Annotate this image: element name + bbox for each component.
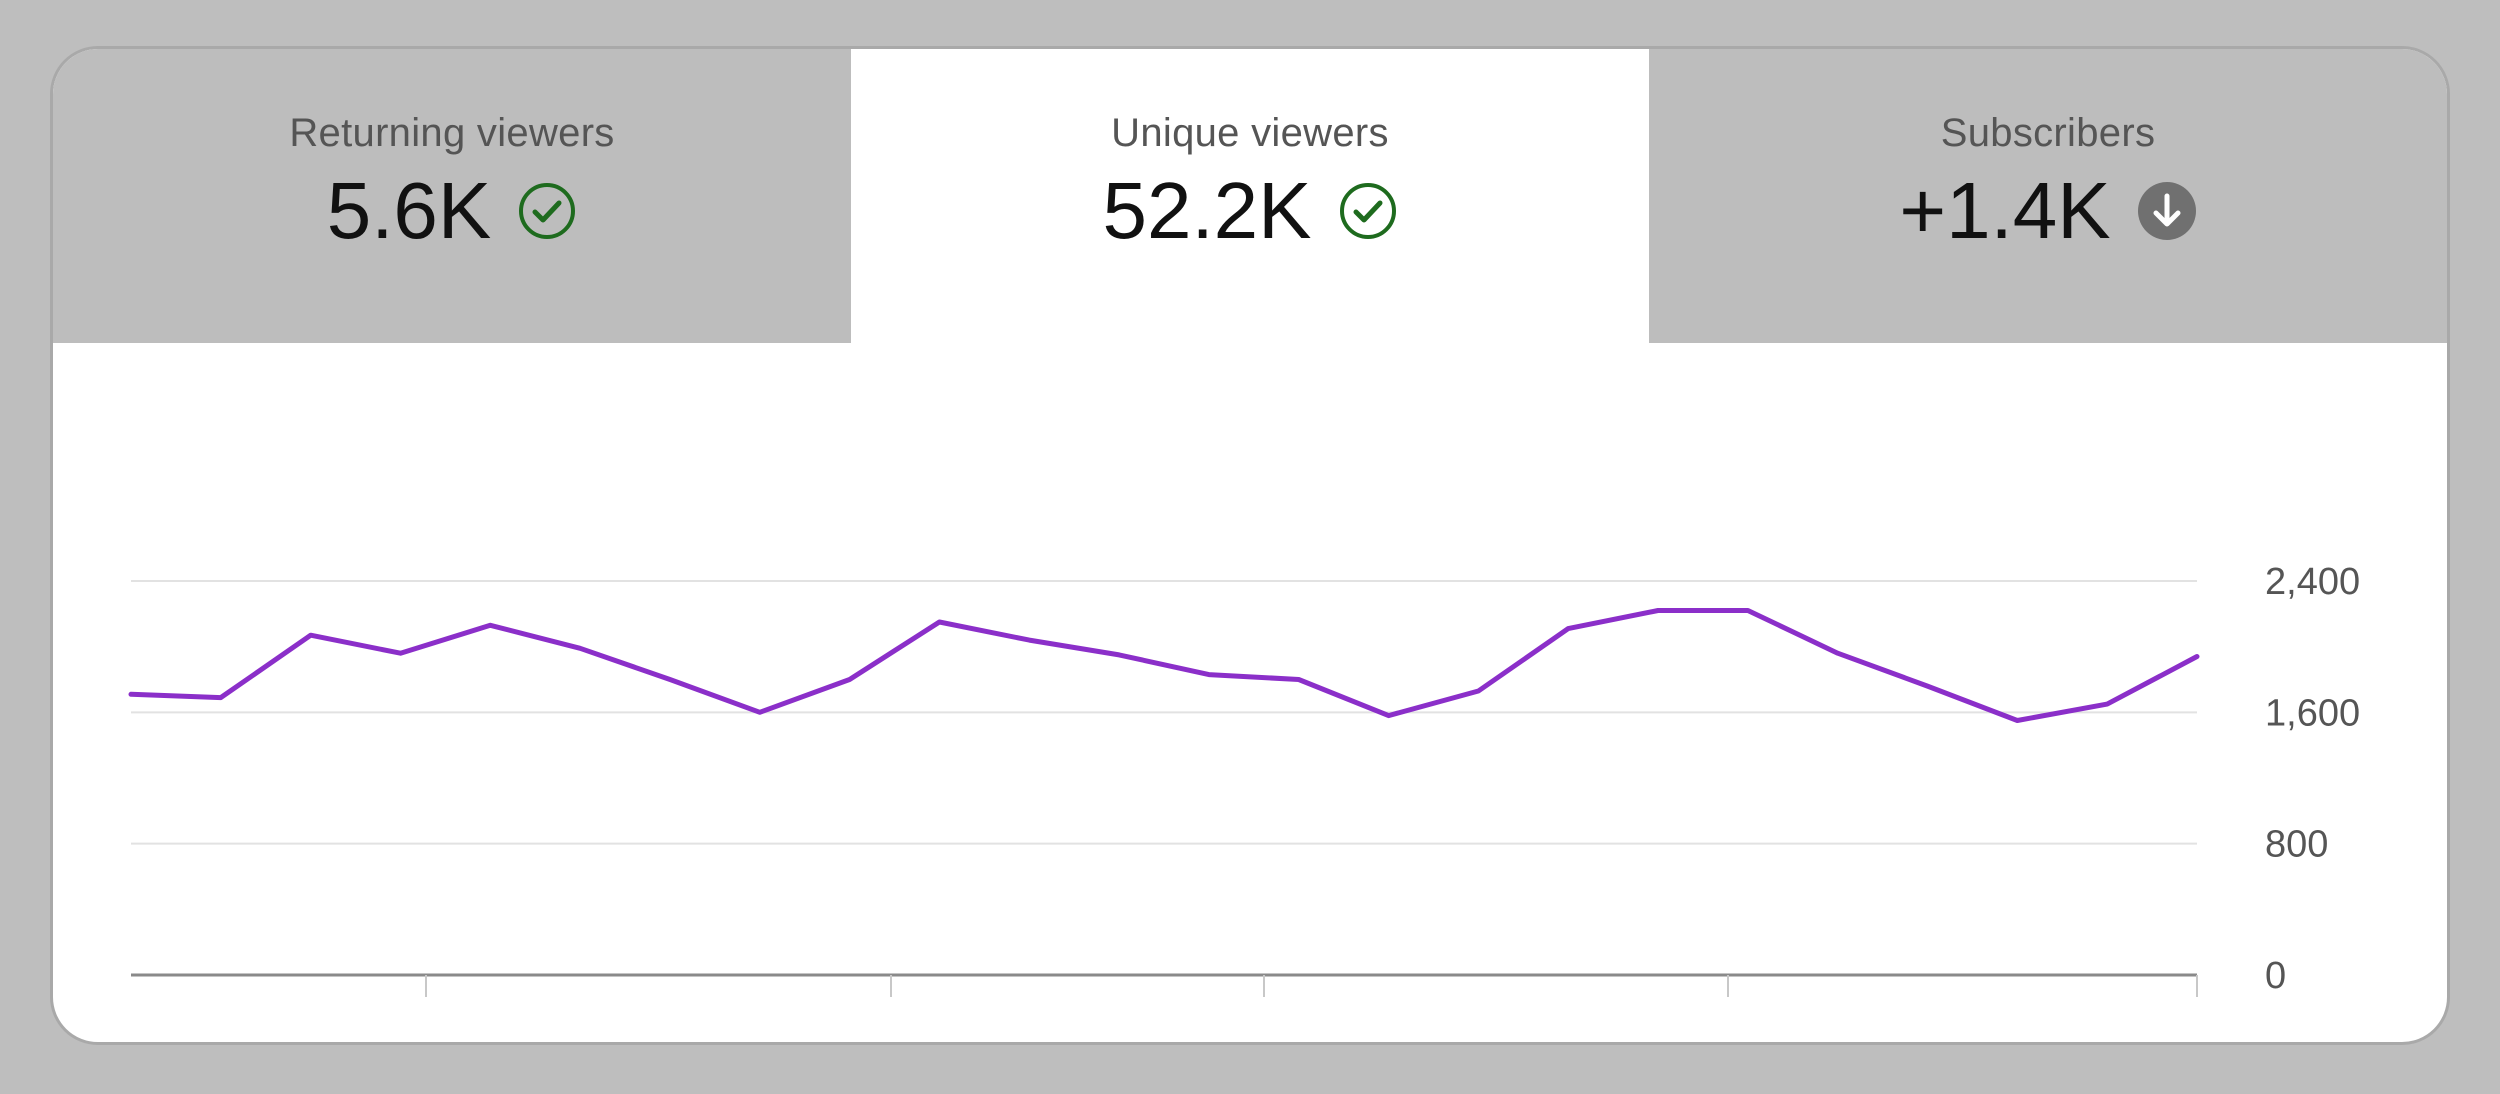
tab-subscribers[interactable]: Subscribers +1.4K <box>1649 49 2447 343</box>
tab-label: Returning viewers <box>289 111 615 155</box>
tab-value: +1.4K <box>1899 166 2111 255</box>
metric-tabs: Returning viewers 5.6K Unique viewers 52… <box>53 49 2447 343</box>
y-tick-label: 2,400 <box>2265 561 2360 603</box>
chart-svg: 2,400 1,600 800 0 <box>128 561 2360 997</box>
check-circle-icon <box>1339 183 1396 239</box>
analytics-card: Returning viewers 5.6K Unique viewers 52… <box>50 46 2450 1045</box>
tab-unique-viewers[interactable]: Unique viewers 52.2K <box>851 49 1649 343</box>
tab-label: Unique viewers <box>1111 111 1389 155</box>
arrow-down-circle-icon <box>2137 182 2196 240</box>
tab-returning-viewers[interactable]: Returning viewers 5.6K <box>53 49 851 343</box>
series-line <box>128 608 2200 723</box>
tab-value: 5.6K <box>326 166 492 255</box>
y-tick-label: 1,600 <box>2265 692 2360 734</box>
y-tick-label: 800 <box>2265 824 2328 866</box>
tab-label: Subscribers <box>1940 111 2156 155</box>
y-tick-label: 0 <box>2265 955 2286 997</box>
check-circle-icon <box>519 183 576 239</box>
line-chart: 2,400 1,600 800 0 <box>53 343 2447 1042</box>
tab-value: 52.2K <box>1102 166 1312 255</box>
